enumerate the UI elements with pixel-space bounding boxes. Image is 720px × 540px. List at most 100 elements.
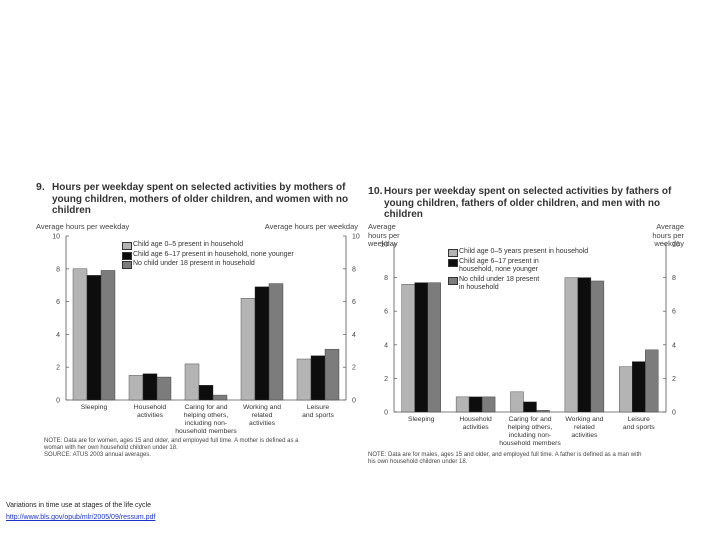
footer-caption: Variations in time use at stages of the … [6, 502, 151, 509]
x-tick-label: Caring for and helping others, including n… [499, 416, 561, 447]
y-tick-label-right: 10 [672, 242, 680, 249]
bar [510, 391, 524, 413]
bar [414, 282, 428, 413]
legend-item: No child under 18 present in household [122, 260, 294, 269]
bar [198, 385, 214, 401]
bar [212, 394, 228, 401]
y-tick-label-left: 6 [56, 299, 60, 306]
y-tick-label-left: 0 [56, 398, 60, 405]
y-tick-label-right: 8 [352, 266, 356, 273]
x-tick-label: Working and related activities [243, 404, 281, 427]
legend-swatch [448, 249, 458, 257]
legend-swatch [448, 276, 458, 285]
legend-swatch [122, 242, 132, 250]
chart-legend: Child age 0–5 years present in household… [448, 248, 588, 294]
bar [268, 283, 284, 401]
legend-item: No child under 18 present in household [448, 276, 588, 293]
bar [240, 298, 256, 401]
bar-chart-fathers: 0 0 2 2 4 4 6 6 8 8 10 10 Sleeping Household activitie… [380, 242, 680, 448]
x-tick-label: Sleeping [408, 416, 435, 423]
y-tick-label-left: 10 [52, 234, 60, 241]
legend-label: in household [459, 284, 499, 291]
bar [632, 361, 646, 413]
y-tick-label-left: 8 [384, 275, 388, 282]
bar [577, 277, 592, 413]
y-tick-label-left: 2 [384, 376, 388, 383]
legend-label: Child age 0–5 years present in household [459, 248, 589, 255]
note-line: SOURCE: ATUS 2003 annual averages. [44, 452, 151, 458]
y-axis-title-left: Average hours per weekday [36, 222, 130, 231]
bar [310, 355, 326, 401]
bar [184, 363, 200, 401]
legend-label: Child age 0–5 present in household [133, 241, 244, 248]
legend-item: Child age 0–5 years present in household [448, 248, 588, 257]
y-tick-label-left: 0 [384, 410, 388, 417]
legend-label: household, none younger [459, 266, 539, 273]
bar [296, 358, 312, 401]
bar [564, 277, 579, 413]
y-tick-label-left: 10 [380, 242, 388, 249]
chart-title-text: Hours per weekday spent on selected acti… [384, 186, 672, 220]
bar [427, 282, 441, 413]
y-axis-title-right: Average hours per weekday [264, 222, 358, 231]
y-tick-label-left: 2 [56, 365, 60, 372]
x-tick-label: Household activities [134, 404, 167, 419]
chart-note: NOTE: Data are for males, ages 15 and ol… [368, 452, 686, 466]
chart-panel-mothers: 9. Hours per weekday spent on selected a… [36, 181, 360, 470]
chart-number: 9. [36, 181, 45, 193]
legend-swatch [122, 261, 132, 269]
legend-label: Child age 6–17 present in household, non… [133, 250, 294, 258]
bar [100, 270, 116, 401]
y-tick-label-right: 8 [672, 275, 676, 282]
note-line: woman with her own household children un… [44, 445, 178, 451]
bar [468, 396, 483, 413]
y-tick-label-left: 4 [56, 332, 60, 339]
source-link[interactable]: http://www.bls.gov/opub/mlr/2005/09/ress… [6, 514, 156, 521]
bar [645, 349, 659, 413]
legend-item: Child age 6–17 present in household, none… [448, 258, 588, 275]
bar [86, 275, 102, 401]
bar [401, 284, 415, 413]
bar [142, 373, 158, 401]
y-tick-label-right: 2 [672, 376, 676, 383]
y-axis-title-left: Average hours per weekday [368, 222, 400, 248]
y-tick-label-left: 8 [56, 266, 60, 273]
y-tick-label-right: 10 [352, 234, 360, 241]
x-tick-label: Leisure and sports [302, 404, 334, 419]
y-tick-label-right: 4 [352, 332, 356, 339]
y-axis-title-right: Average hours per weekday [652, 222, 684, 248]
legend-swatch [448, 258, 458, 267]
x-tick-label: Household activities [459, 416, 492, 431]
bar [324, 348, 340, 401]
bar [619, 366, 633, 413]
y-tick-label-right: 4 [672, 342, 676, 349]
legend-label: No child under 18 present in household [133, 260, 255, 267]
chart-title-text: Hours per weekday spent on selected acti… [52, 182, 349, 216]
legend-swatch [122, 251, 132, 260]
note-line: NOTE: Data are for males, ages 15 and ol… [368, 452, 642, 458]
y-tick-label-right: 0 [672, 410, 676, 417]
chart-number: 10. [368, 185, 383, 197]
legend-label: No child under 18 present [459, 275, 540, 283]
bar [128, 375, 144, 401]
bar [72, 268, 88, 401]
y-tick-label-right: 2 [352, 365, 356, 372]
note-line: NOTE: Data are for women, ages 15 and ol… [44, 438, 299, 444]
y-tick-label-right: 0 [352, 398, 356, 405]
bar [156, 376, 172, 401]
x-tick-label: Sleeping [81, 404, 108, 411]
bar-chart-mothers: 0 0 2 2 4 4 6 6 8 8 10 10 Sleeping Household activitie… [52, 234, 360, 436]
chart-note: NOTE: Data are for women, ages 15 and ol… [44, 438, 356, 459]
chart-panel-fathers: 10. Hours per weekday spent on selected … [368, 185, 688, 478]
bar [254, 286, 270, 401]
legend-item: Child age 6–17 present in household, non… [122, 251, 294, 260]
legend-item: Child age 0–5 present in household [122, 241, 294, 250]
bar [536, 410, 550, 413]
x-tick-label: Caring for and helping others, including n… [175, 404, 237, 435]
y-tick-label-right: 6 [672, 309, 676, 316]
y-tick-label-left: 6 [384, 309, 388, 316]
legend-label: Child age 6–17 present in [459, 257, 539, 265]
chart-legend: Child age 0–5 present in household Child … [122, 241, 294, 270]
x-tick-label: Leisure and sports [623, 416, 655, 431]
bar [481, 396, 496, 413]
